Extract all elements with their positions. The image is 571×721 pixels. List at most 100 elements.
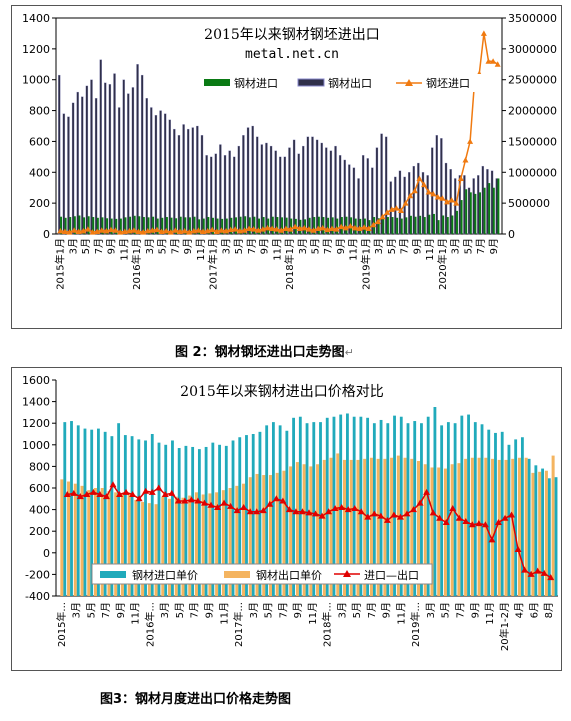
import-bar <box>377 218 380 234</box>
billet-import-point <box>195 227 202 233</box>
import-bar <box>442 215 445 234</box>
import-price-bar <box>70 421 73 596</box>
import-bar <box>308 217 311 234</box>
import-bar <box>147 217 150 234</box>
export-bar <box>467 187 471 235</box>
legend: 钢材进口单价 钢材出口单价 进口—出口 <box>91 563 433 585</box>
y-tick-label: 0 <box>43 547 50 560</box>
billet-import-point <box>398 207 405 214</box>
x-tick-label: 2020年1月 <box>436 238 449 290</box>
export-price-bar <box>268 475 272 596</box>
import-price-bar <box>359 416 363 596</box>
import-price-bar <box>541 468 545 596</box>
export-bar <box>440 138 443 235</box>
billet-import-point <box>453 200 460 206</box>
import-bar <box>235 217 237 234</box>
import-price-bar <box>171 440 174 596</box>
billet-import-point <box>374 218 381 225</box>
import-price-bar <box>117 423 121 596</box>
x-tick-label: 5月 <box>351 602 363 618</box>
import-bar <box>207 217 210 234</box>
import-price-bar <box>265 425 269 596</box>
diff-point <box>508 511 516 518</box>
diff-point <box>233 507 241 514</box>
export-bar <box>117 107 121 235</box>
export-price-bar <box>544 470 548 596</box>
legend-swatch-export-price <box>224 571 250 578</box>
x-tick-label: 2015年1月 <box>54 238 67 290</box>
export-bar <box>495 178 498 235</box>
billet-import-point <box>144 227 151 234</box>
x-tick-label: 2016年1月 <box>130 238 143 290</box>
billet-import-point <box>301 224 308 231</box>
x-tick-label: 9月 <box>469 602 481 618</box>
x-tick-label: 20年1-2月 <box>498 602 511 651</box>
import-price-bar <box>446 422 450 596</box>
import-price-bar <box>123 435 127 596</box>
export-bar <box>90 79 93 235</box>
diff-point <box>331 505 339 512</box>
export-bar <box>237 145 241 235</box>
diff-point <box>312 510 320 517</box>
export-bar <box>477 175 480 235</box>
import-price-bar <box>554 477 558 596</box>
billet-import-point <box>163 227 170 234</box>
diff-point <box>187 496 195 503</box>
export-bar <box>85 85 89 235</box>
export-price-bar <box>295 462 299 596</box>
billet-import-point <box>407 192 414 199</box>
chart-title: 2015年以来钢材钢坯进出口 <box>204 27 380 43</box>
y-right-tick-label: 2000000 <box>508 105 557 118</box>
billet-import-point <box>379 213 386 220</box>
export-bar <box>265 142 268 235</box>
x-tick-label: 11月 <box>130 602 142 625</box>
export-bar <box>454 178 457 235</box>
diff-point <box>390 511 398 518</box>
import-bar <box>133 215 136 234</box>
import-bar <box>198 219 201 234</box>
export-price-bar <box>423 464 427 596</box>
import-price-bar <box>245 435 248 596</box>
export-bar <box>371 167 374 235</box>
billet-import-point <box>361 224 368 230</box>
x-tick-label: 3月 <box>425 602 437 618</box>
export-bar <box>233 156 236 235</box>
billet-import-point <box>140 229 147 235</box>
export-bar <box>417 162 420 235</box>
export-bar <box>375 147 379 235</box>
x-tick-label: 3月 <box>71 602 83 618</box>
billet-import-point <box>218 227 225 233</box>
import-bar <box>253 216 256 234</box>
import-bar <box>460 200 463 234</box>
export-bar <box>412 165 415 235</box>
import-price-bar <box>440 425 444 596</box>
export-bar <box>435 135 438 235</box>
export-bar <box>260 144 264 235</box>
plot-area-frame <box>55 17 503 235</box>
billet-import-point <box>324 226 331 233</box>
billet-import-point <box>292 223 299 230</box>
import-bar <box>317 216 320 234</box>
import-bar <box>87 216 90 234</box>
export-price-bar <box>551 455 555 596</box>
billet-import-point <box>236 227 243 234</box>
import-price-bar <box>298 416 302 596</box>
diff-point <box>370 510 378 517</box>
import-price-bar <box>271 422 275 596</box>
x-tick-label: 5月 <box>386 238 398 254</box>
import-price-bar <box>103 431 107 596</box>
billet-import-point <box>457 175 464 181</box>
import-price-bar <box>480 424 484 596</box>
export-price-bar <box>228 488 232 596</box>
export-price-bar <box>383 458 387 596</box>
export-price-bar <box>289 466 293 596</box>
export-bar <box>177 135 181 235</box>
import-bar <box>142 217 145 234</box>
export-price-bar <box>457 463 461 596</box>
diff-point <box>266 500 274 507</box>
billet-import-point <box>149 227 156 233</box>
import-bar <box>248 217 251 234</box>
import-bar <box>156 218 159 234</box>
diff-point <box>540 569 548 576</box>
export-price-bar <box>114 492 118 596</box>
